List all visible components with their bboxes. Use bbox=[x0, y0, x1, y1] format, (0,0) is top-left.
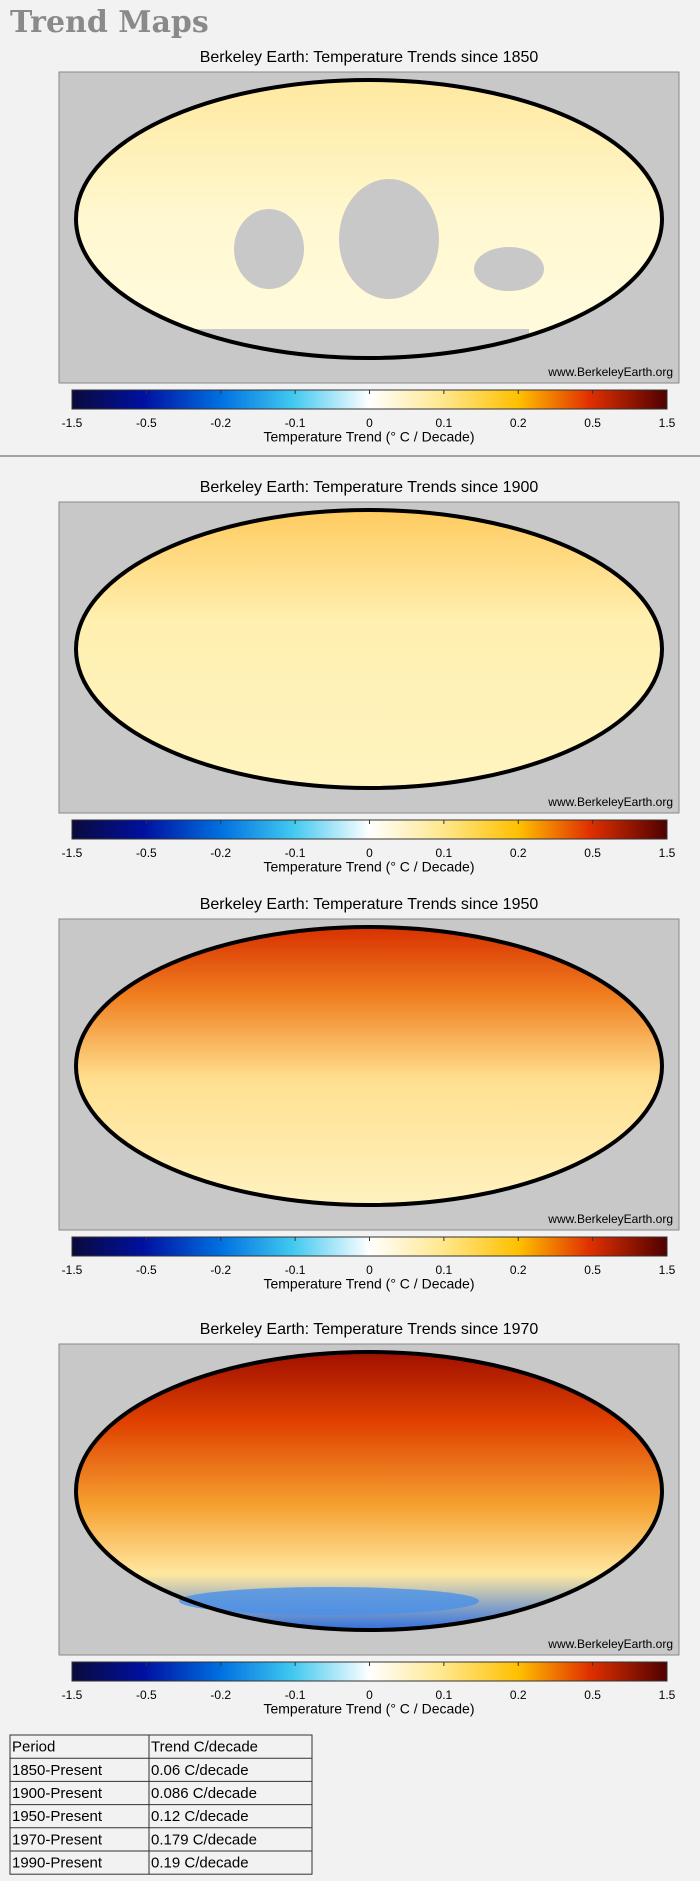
globe-outline bbox=[74, 925, 664, 1207]
colorbar-tick-label: -1.5 bbox=[62, 416, 83, 430]
table-cell: 1850-Present bbox=[12, 1762, 103, 1779]
colorbar-tick-label: -0.2 bbox=[210, 1263, 231, 1277]
colorbar-tick-label: 0.5 bbox=[584, 416, 601, 430]
watermark: www.BerkeleyEarth.org bbox=[547, 1212, 673, 1226]
table-cell: 0.12 C/decade bbox=[151, 1808, 249, 1825]
colorbar-tick-label: 0.1 bbox=[436, 416, 453, 430]
colorbar-tick-label: 0.2 bbox=[510, 1688, 527, 1702]
colorbar-tick-label: -0.5 bbox=[136, 846, 157, 860]
colorbar-label: Temperature Trend (° C / Decade) bbox=[263, 1276, 474, 1292]
colorbar-tick-label: -0.1 bbox=[285, 1688, 306, 1702]
colorbar-tick-label: 0.1 bbox=[436, 846, 453, 860]
globe-outline bbox=[74, 78, 664, 360]
no-data bbox=[169, 329, 529, 359]
colorbar-tick-label: 0.5 bbox=[584, 1688, 601, 1702]
table-cell: 1990-Present bbox=[12, 1855, 103, 1872]
colorbar-tick-label: 0 bbox=[366, 846, 373, 860]
table-header-cell: Period bbox=[12, 1739, 55, 1756]
no-data bbox=[474, 247, 544, 291]
table-cell: 1900-Present bbox=[12, 1785, 103, 1802]
table-header-cell: Trend C/decade bbox=[151, 1739, 258, 1756]
colorbar-label: Temperature Trend (° C / Decade) bbox=[263, 859, 474, 875]
colorbar-tick-label: -0.1 bbox=[285, 416, 306, 430]
no-data bbox=[339, 179, 439, 299]
colorbar-tick-label: -0.2 bbox=[210, 846, 231, 860]
colorbar-tick-label: 0.2 bbox=[510, 1263, 527, 1277]
globe-outline bbox=[74, 508, 664, 790]
colorbar-tick-label: -0.5 bbox=[136, 1688, 157, 1702]
colorbar-tick-label: 0.2 bbox=[510, 846, 527, 860]
colorbar-tick-label: -0.2 bbox=[210, 416, 231, 430]
globe-outline bbox=[74, 1350, 664, 1632]
page-title: Trend Maps bbox=[10, 5, 209, 40]
colorbar-tick-label: 0.5 bbox=[584, 846, 601, 860]
colorbar-tick-label: 0.1 bbox=[436, 1688, 453, 1702]
globe bbox=[76, 510, 662, 788]
colorbar-tick-label: -0.1 bbox=[285, 1263, 306, 1277]
colorbar-tick-label: 0 bbox=[366, 1688, 373, 1702]
watermark: www.BerkeleyEarth.org bbox=[547, 365, 673, 379]
colorbar-tick-label: 0.5 bbox=[584, 1263, 601, 1277]
colorbar-label: Temperature Trend (° C / Decade) bbox=[263, 1701, 474, 1717]
map-title: Berkeley Earth: Temperature Trends since… bbox=[200, 896, 539, 913]
colorbar-tick-label: 1.5 bbox=[659, 1263, 676, 1277]
colorbar-tick-label: 0 bbox=[366, 1263, 373, 1277]
watermark: www.BerkeleyEarth.org bbox=[547, 1637, 673, 1651]
cool-region bbox=[179, 1587, 479, 1615]
colorbar-tick-label: -1.5 bbox=[62, 1688, 83, 1702]
table-cell: 0.06 C/decade bbox=[151, 1762, 249, 1779]
colorbar-tick-label: 0.2 bbox=[510, 416, 527, 430]
colorbar-tick-label: 0 bbox=[366, 416, 373, 430]
colorbar-tick-label: -0.5 bbox=[136, 416, 157, 430]
globe bbox=[76, 1352, 662, 1630]
colorbar-tick-label: 1.5 bbox=[659, 846, 676, 860]
table-cell: 0.086 C/decade bbox=[151, 1785, 257, 1802]
table-cell: 1970-Present bbox=[12, 1831, 103, 1848]
table-cell: 0.19 C/decade bbox=[151, 1855, 249, 1872]
map-title: Berkeley Earth: Temperature Trends since… bbox=[200, 1321, 539, 1338]
colorbar-tick-label: 1.5 bbox=[659, 416, 676, 430]
table-cell: 0.179 C/decade bbox=[151, 1831, 257, 1848]
globe bbox=[76, 927, 662, 1205]
colorbar-label: Temperature Trend (° C / Decade) bbox=[263, 429, 474, 445]
watermark: www.BerkeleyEarth.org bbox=[547, 795, 673, 809]
colorbar-tick-label: 0.1 bbox=[436, 1263, 453, 1277]
colorbar-tick-label: -0.2 bbox=[210, 1688, 231, 1702]
colorbar-tick-label: -0.5 bbox=[136, 1263, 157, 1277]
map-title: Berkeley Earth: Temperature Trends since… bbox=[200, 479, 539, 496]
colorbar-tick-label: 1.5 bbox=[659, 1688, 676, 1702]
colorbar-tick-label: -1.5 bbox=[62, 846, 83, 860]
no-data bbox=[234, 209, 304, 289]
table-cell: 1950-Present bbox=[12, 1808, 103, 1825]
map-title: Berkeley Earth: Temperature Trends since… bbox=[200, 49, 539, 66]
colorbar-tick-label: -1.5 bbox=[62, 1263, 83, 1277]
colorbar-tick-label: -0.1 bbox=[285, 846, 306, 860]
